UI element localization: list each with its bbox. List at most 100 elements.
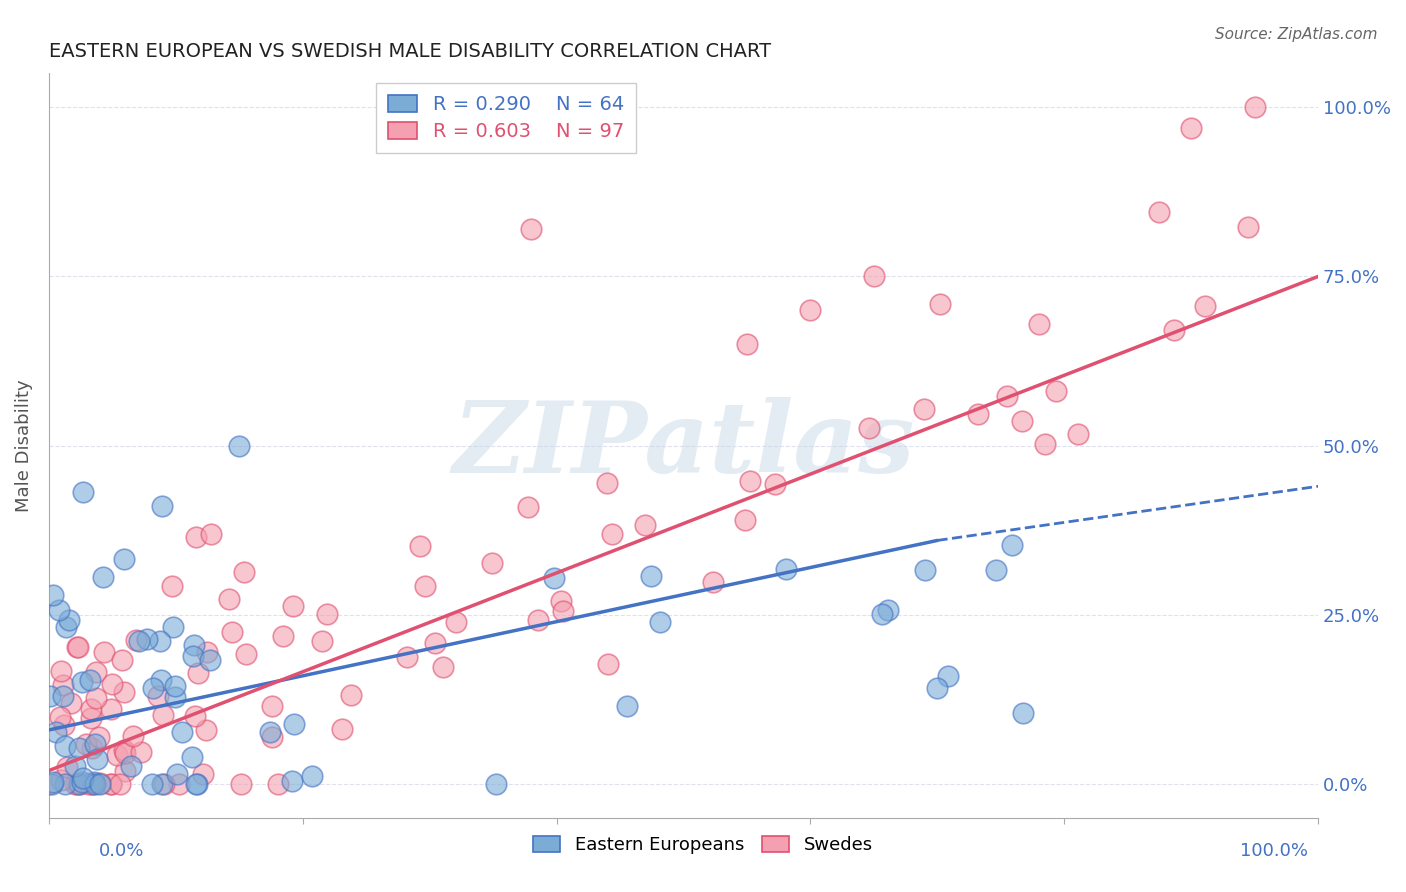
Text: ZIPatlas: ZIPatlas: [453, 398, 915, 494]
Swedes: [1194, 299, 1216, 313]
Eastern Europeans: [1001, 538, 1024, 552]
Swedes: [112, 684, 135, 698]
Eastern Europeans: [42, 774, 65, 789]
Swedes: [80, 741, 103, 756]
Swedes: [75, 737, 97, 751]
Eastern Europeans: [876, 603, 898, 617]
Swedes: [152, 708, 174, 723]
Swedes: [735, 337, 758, 351]
Swedes: [89, 730, 111, 744]
Swedes: [409, 539, 432, 553]
Swedes: [702, 574, 724, 589]
Swedes: [1028, 317, 1050, 331]
Eastern Europeans: [72, 484, 94, 499]
Eastern Europeans: [141, 777, 163, 791]
Swedes: [101, 676, 124, 690]
Swedes: [146, 690, 169, 704]
Swedes: [863, 269, 886, 284]
Swedes: [108, 777, 131, 791]
Eastern Europeans: [48, 603, 70, 617]
Swedes: [221, 624, 243, 639]
Swedes: [93, 645, 115, 659]
Swedes: [602, 526, 624, 541]
Swedes: [195, 645, 218, 659]
Eastern Europeans: [58, 613, 80, 627]
Text: 100.0%: 100.0%: [1240, 842, 1308, 860]
Swedes: [235, 647, 257, 661]
Eastern Europeans: [72, 771, 94, 785]
Eastern Europeans: [41, 777, 63, 791]
Swedes: [218, 592, 240, 607]
Eastern Europeans: [283, 717, 305, 731]
Eastern Europeans: [53, 777, 76, 791]
Eastern Europeans: [112, 551, 135, 566]
Eastern Europeans: [163, 679, 186, 693]
Swedes: [114, 747, 136, 761]
Swedes: [49, 664, 72, 678]
Eastern Europeans: [181, 749, 204, 764]
Eastern Europeans: [142, 681, 165, 695]
Eastern Europeans: [52, 690, 75, 704]
Swedes: [229, 777, 252, 791]
Eastern Europeans: [135, 632, 157, 647]
Swedes: [311, 634, 333, 648]
Eastern Europeans: [775, 561, 797, 575]
Swedes: [858, 421, 880, 435]
Swedes: [69, 777, 91, 791]
Swedes: [84, 665, 107, 680]
Eastern Europeans: [149, 634, 172, 648]
Swedes: [260, 699, 283, 714]
Swedes: [51, 678, 73, 692]
Text: 0.0%: 0.0%: [98, 842, 143, 860]
Swedes: [129, 746, 152, 760]
Eastern Europeans: [38, 690, 60, 704]
Swedes: [1163, 323, 1185, 337]
Swedes: [734, 513, 756, 527]
Eastern Europeans: [150, 777, 173, 791]
Swedes: [432, 660, 454, 674]
Eastern Europeans: [86, 752, 108, 766]
Eastern Europeans: [149, 673, 172, 687]
Swedes: [121, 729, 143, 743]
Swedes: [1011, 414, 1033, 428]
Swedes: [799, 303, 821, 318]
Swedes: [184, 709, 207, 723]
Swedes: [160, 579, 183, 593]
Swedes: [56, 759, 79, 773]
Eastern Europeans: [870, 607, 893, 621]
Swedes: [1067, 426, 1090, 441]
Swedes: [1147, 205, 1170, 219]
Swedes: [262, 731, 284, 745]
Swedes: [425, 636, 447, 650]
Swedes: [1237, 219, 1260, 234]
Eastern Europeans: [120, 758, 142, 772]
Swedes: [105, 747, 128, 762]
Swedes: [912, 401, 935, 416]
Eastern Europeans: [91, 570, 114, 584]
Eastern Europeans: [84, 737, 107, 751]
Eastern Europeans: [1012, 706, 1035, 720]
Swedes: [52, 718, 75, 732]
Swedes: [446, 615, 468, 630]
Eastern Europeans: [650, 615, 672, 630]
Swedes: [114, 764, 136, 779]
Swedes: [415, 579, 437, 593]
Swedes: [520, 222, 543, 236]
Swedes: [1045, 384, 1067, 399]
Eastern Europeans: [259, 725, 281, 739]
Swedes: [315, 607, 337, 621]
Eastern Europeans: [72, 675, 94, 690]
Eastern Europeans: [181, 648, 204, 663]
Swedes: [66, 640, 89, 655]
Text: Source: ZipAtlas.com: Source: ZipAtlas.com: [1215, 27, 1378, 42]
Swedes: [100, 702, 122, 716]
Eastern Europeans: [53, 739, 76, 753]
Eastern Europeans: [79, 673, 101, 688]
Swedes: [596, 476, 619, 491]
Swedes: [966, 407, 988, 421]
Swedes: [66, 777, 89, 791]
Swedes: [267, 777, 290, 791]
Swedes: [100, 777, 122, 791]
Eastern Europeans: [198, 653, 221, 667]
Eastern Europeans: [84, 777, 107, 791]
